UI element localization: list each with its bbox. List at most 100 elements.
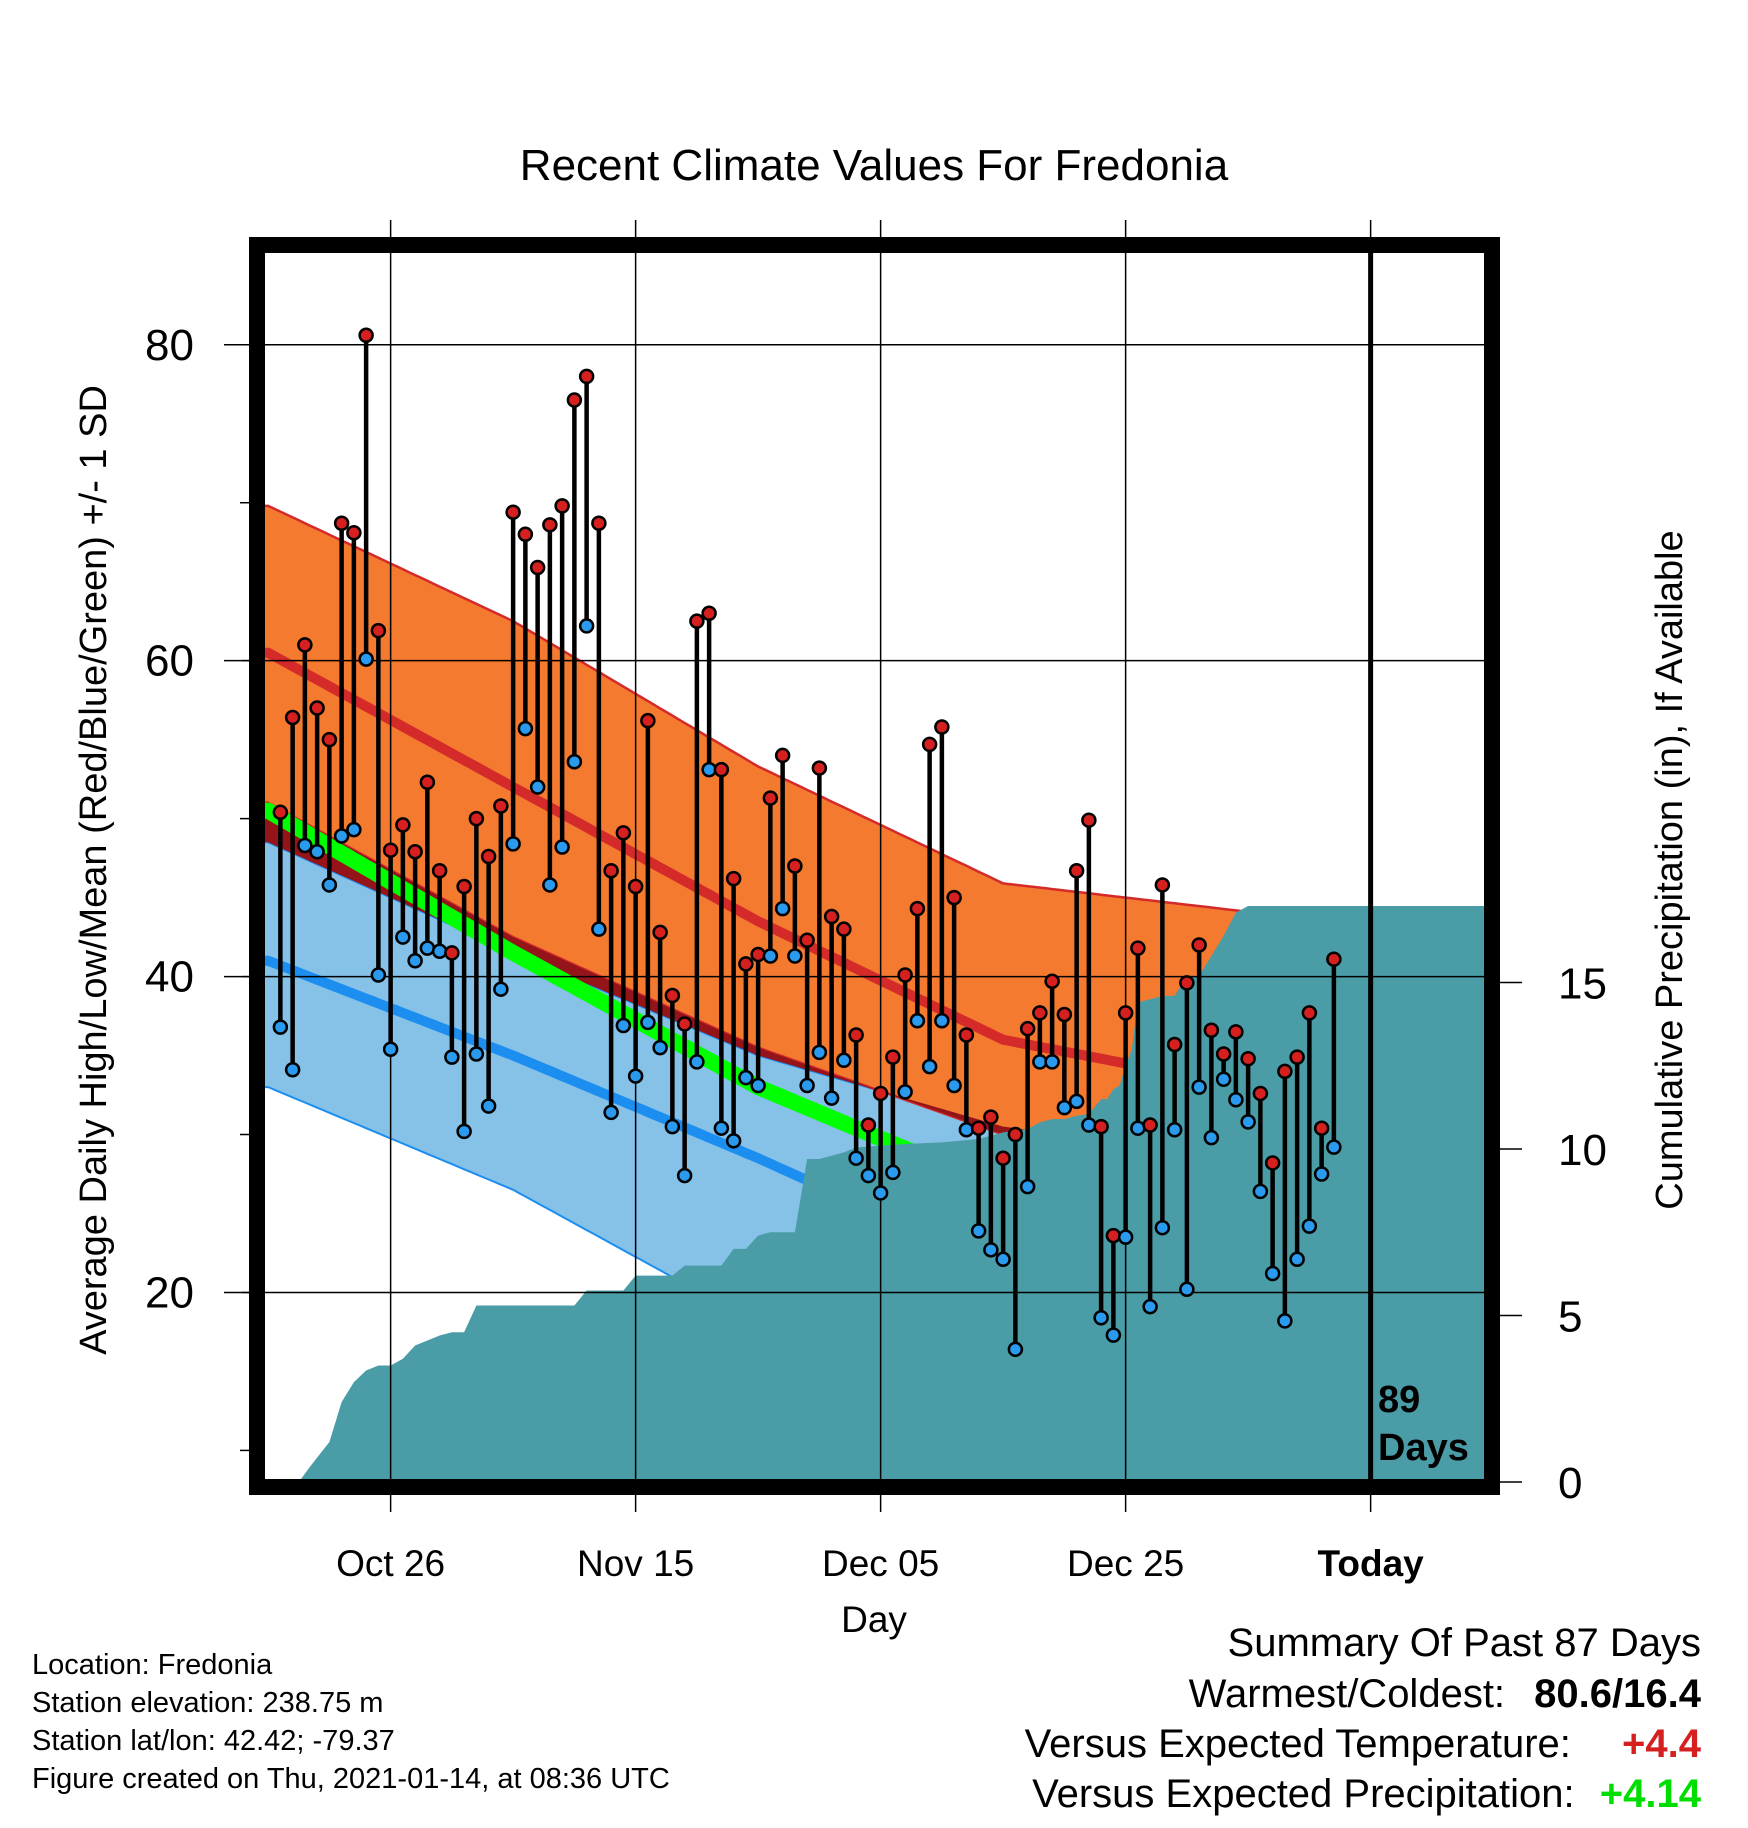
temp-vs-expected-label: Versus Expected Temperature: bbox=[1024, 1722, 1571, 1766]
low-marker bbox=[970, 1223, 987, 1239]
low-marker bbox=[321, 877, 338, 893]
high-marker bbox=[578, 368, 595, 385]
x-tick-label: Today bbox=[1318, 1543, 1425, 1584]
low-marker bbox=[1142, 1298, 1158, 1315]
low-marker bbox=[689, 1054, 705, 1070]
low-marker bbox=[811, 1044, 828, 1061]
x-tick-label: Dec 25 bbox=[1067, 1543, 1184, 1584]
high-marker bbox=[1068, 862, 1085, 879]
low-marker bbox=[958, 1122, 975, 1138]
high-marker bbox=[591, 515, 607, 532]
y2-tick-label: 5 bbox=[1558, 1293, 1582, 1342]
x-tick-label: Nov 15 bbox=[577, 1543, 694, 1584]
today-label-bottom: Days bbox=[1378, 1427, 1469, 1469]
low-marker bbox=[1044, 1054, 1060, 1070]
plot-frame bbox=[249, 237, 1500, 1495]
low-marker bbox=[1252, 1183, 1269, 1200]
high-marker bbox=[909, 900, 926, 917]
low-marker bbox=[1068, 1093, 1085, 1110]
low-marker bbox=[627, 1068, 644, 1084]
low-marker bbox=[848, 1150, 864, 1166]
y2-tick-label: 15 bbox=[1558, 960, 1607, 1009]
station-latlon: Station lat/lon: 42.42; -79.37 bbox=[32, 1725, 395, 1757]
chart-title: Recent Climate Values For Fredonia bbox=[520, 141, 1229, 190]
high-marker bbox=[995, 1150, 1011, 1166]
y-axis-label: Average Daily High/Low/Mean (Red/Blue/Gr… bbox=[73, 385, 115, 1355]
high-marker bbox=[1228, 1024, 1244, 1040]
low-marker bbox=[1228, 1092, 1244, 1108]
high-marker bbox=[823, 908, 840, 925]
low-marker bbox=[493, 981, 509, 997]
today-label-top: 89 bbox=[1378, 1379, 1420, 1421]
low-marker bbox=[444, 1049, 460, 1065]
high-marker bbox=[1191, 937, 1207, 953]
high-marker bbox=[958, 1027, 975, 1043]
y2-axis-label: Cumulative Precipitation (in), If Availa… bbox=[1649, 530, 1691, 1209]
high-marker bbox=[848, 1027, 864, 1043]
low-marker bbox=[272, 1019, 289, 1035]
high-marker bbox=[1142, 1117, 1158, 1133]
high-marker bbox=[1117, 1005, 1134, 1021]
high-marker bbox=[934, 719, 950, 735]
high-marker bbox=[1093, 1118, 1109, 1135]
high-marker bbox=[1301, 1005, 1318, 1021]
high-marker bbox=[750, 946, 766, 963]
low-marker bbox=[946, 1077, 962, 1094]
low-marker bbox=[897, 1084, 913, 1100]
low-marker bbox=[480, 1098, 497, 1114]
low-marker bbox=[909, 1013, 926, 1029]
high-marker bbox=[407, 844, 423, 860]
low-marker bbox=[983, 1242, 999, 1258]
high-marker bbox=[333, 515, 350, 532]
low-marker bbox=[1301, 1218, 1318, 1234]
high-marker bbox=[1203, 1022, 1220, 1039]
high-marker bbox=[431, 862, 448, 879]
y-tick-label: 60 bbox=[145, 637, 194, 686]
high-marker bbox=[321, 731, 338, 748]
high-marker bbox=[970, 1120, 987, 1136]
high-marker bbox=[1289, 1049, 1305, 1065]
station-info: Location: Fredonia Station elevation: 23… bbox=[32, 1646, 670, 1798]
high-marker bbox=[529, 559, 546, 576]
low-marker bbox=[860, 1167, 877, 1184]
low-marker bbox=[676, 1167, 693, 1184]
high-marker bbox=[1252, 1085, 1269, 1102]
high-marker bbox=[456, 878, 472, 895]
low-marker bbox=[1056, 1099, 1073, 1116]
low-marker bbox=[1081, 1117, 1097, 1133]
low-marker bbox=[1313, 1166, 1330, 1182]
y-tick-label: 40 bbox=[145, 953, 194, 1002]
y-tick-label: 80 bbox=[145, 321, 194, 370]
low-marker bbox=[762, 948, 779, 964]
high-marker bbox=[1277, 1063, 1293, 1080]
low-marker bbox=[1240, 1114, 1256, 1130]
high-marker bbox=[1007, 1126, 1024, 1143]
low-marker bbox=[1179, 1281, 1195, 1298]
low-marker bbox=[297, 837, 313, 854]
low-marker bbox=[419, 940, 436, 956]
high-marker bbox=[505, 504, 521, 520]
low-marker bbox=[787, 948, 803, 964]
high-marker bbox=[762, 790, 779, 806]
high-marker bbox=[872, 1085, 889, 1102]
low-marker bbox=[382, 1041, 399, 1057]
precip-vs-expected-value: +4.14 bbox=[1599, 1772, 1701, 1816]
high-marker bbox=[1264, 1155, 1281, 1171]
station-location: Location: Fredonia bbox=[32, 1649, 273, 1681]
low-marker bbox=[652, 1039, 668, 1056]
low-marker bbox=[554, 839, 570, 855]
high-marker bbox=[1081, 812, 1097, 828]
high-marker bbox=[640, 712, 656, 729]
high-marker bbox=[1019, 1020, 1036, 1037]
low-marker bbox=[505, 836, 521, 852]
low-marker bbox=[934, 1013, 950, 1029]
high-marker bbox=[799, 932, 815, 948]
high-marker bbox=[725, 870, 742, 887]
low-marker bbox=[713, 1120, 730, 1136]
high-marker bbox=[309, 700, 325, 716]
high-marker bbox=[1313, 1120, 1330, 1136]
high-marker bbox=[1215, 1046, 1232, 1062]
warm-cold-label: Warmest/Coldest: bbox=[1188, 1672, 1506, 1716]
low-marker bbox=[1019, 1178, 1036, 1195]
x-tick-label: Dec 05 bbox=[822, 1543, 939, 1584]
